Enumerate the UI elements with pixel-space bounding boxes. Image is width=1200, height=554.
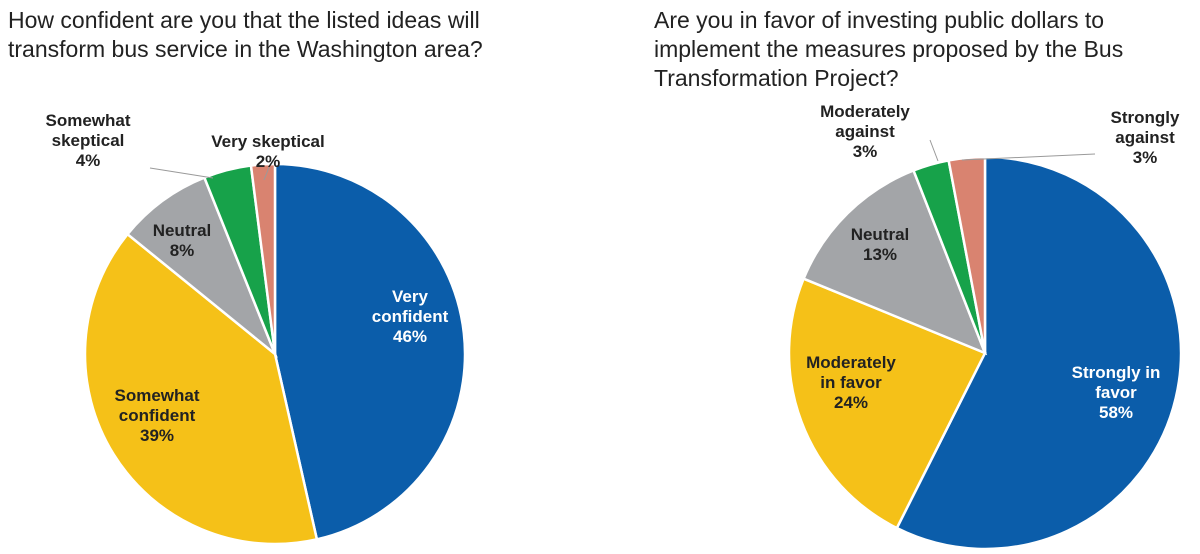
pie-slice-somewhat-confident xyxy=(83,232,319,546)
pie-chart: Strongly in favor 58% Moderately in favor 24%… xyxy=(787,102,1183,551)
slice-label: Neutral 8% xyxy=(153,221,212,260)
slice-label: Very skeptical 2% xyxy=(211,132,324,171)
leader-line xyxy=(149,167,214,179)
pie-slice-neutral xyxy=(801,168,988,356)
pie-slice-very-confident xyxy=(273,162,467,541)
pie-slice-very-skeptical xyxy=(249,162,277,355)
slice-label: Moderately in favor 24% xyxy=(806,353,896,412)
slice-label: Somewhat skeptical 4% xyxy=(45,111,130,170)
chart-title: How confident are you that the listed id… xyxy=(8,7,483,62)
slice-label: Strongly against 3% xyxy=(1111,108,1180,167)
slice-label: Moderately against 3% xyxy=(820,102,910,161)
chart-panel-confidence: How confident are you that the listed id… xyxy=(8,7,483,546)
slice-label: Neutral 13% xyxy=(851,225,910,264)
chart-panel-funding: Are you in favor of investing public dol… xyxy=(600,0,1200,554)
pie-chart: Very confident 46% Somewhat confident 39% Neut… xyxy=(45,111,467,546)
pie-slice-moderately-in-favor xyxy=(787,277,987,530)
slice-label: Strongly in favor 58% xyxy=(1072,363,1161,422)
leader-line xyxy=(263,164,271,181)
pie-slice-strongly-against xyxy=(947,155,987,354)
leader-line xyxy=(929,139,939,162)
chart-title: Are you in favor of investing public dol… xyxy=(654,7,1124,91)
pie-slice-neutral xyxy=(125,175,278,359)
slice-label: Somewhat confident 39% xyxy=(114,386,199,445)
slice-label: Very confident 46% xyxy=(372,287,449,346)
leader-line xyxy=(961,153,1096,161)
pie-slice-strongly-in-favor xyxy=(895,155,1183,551)
